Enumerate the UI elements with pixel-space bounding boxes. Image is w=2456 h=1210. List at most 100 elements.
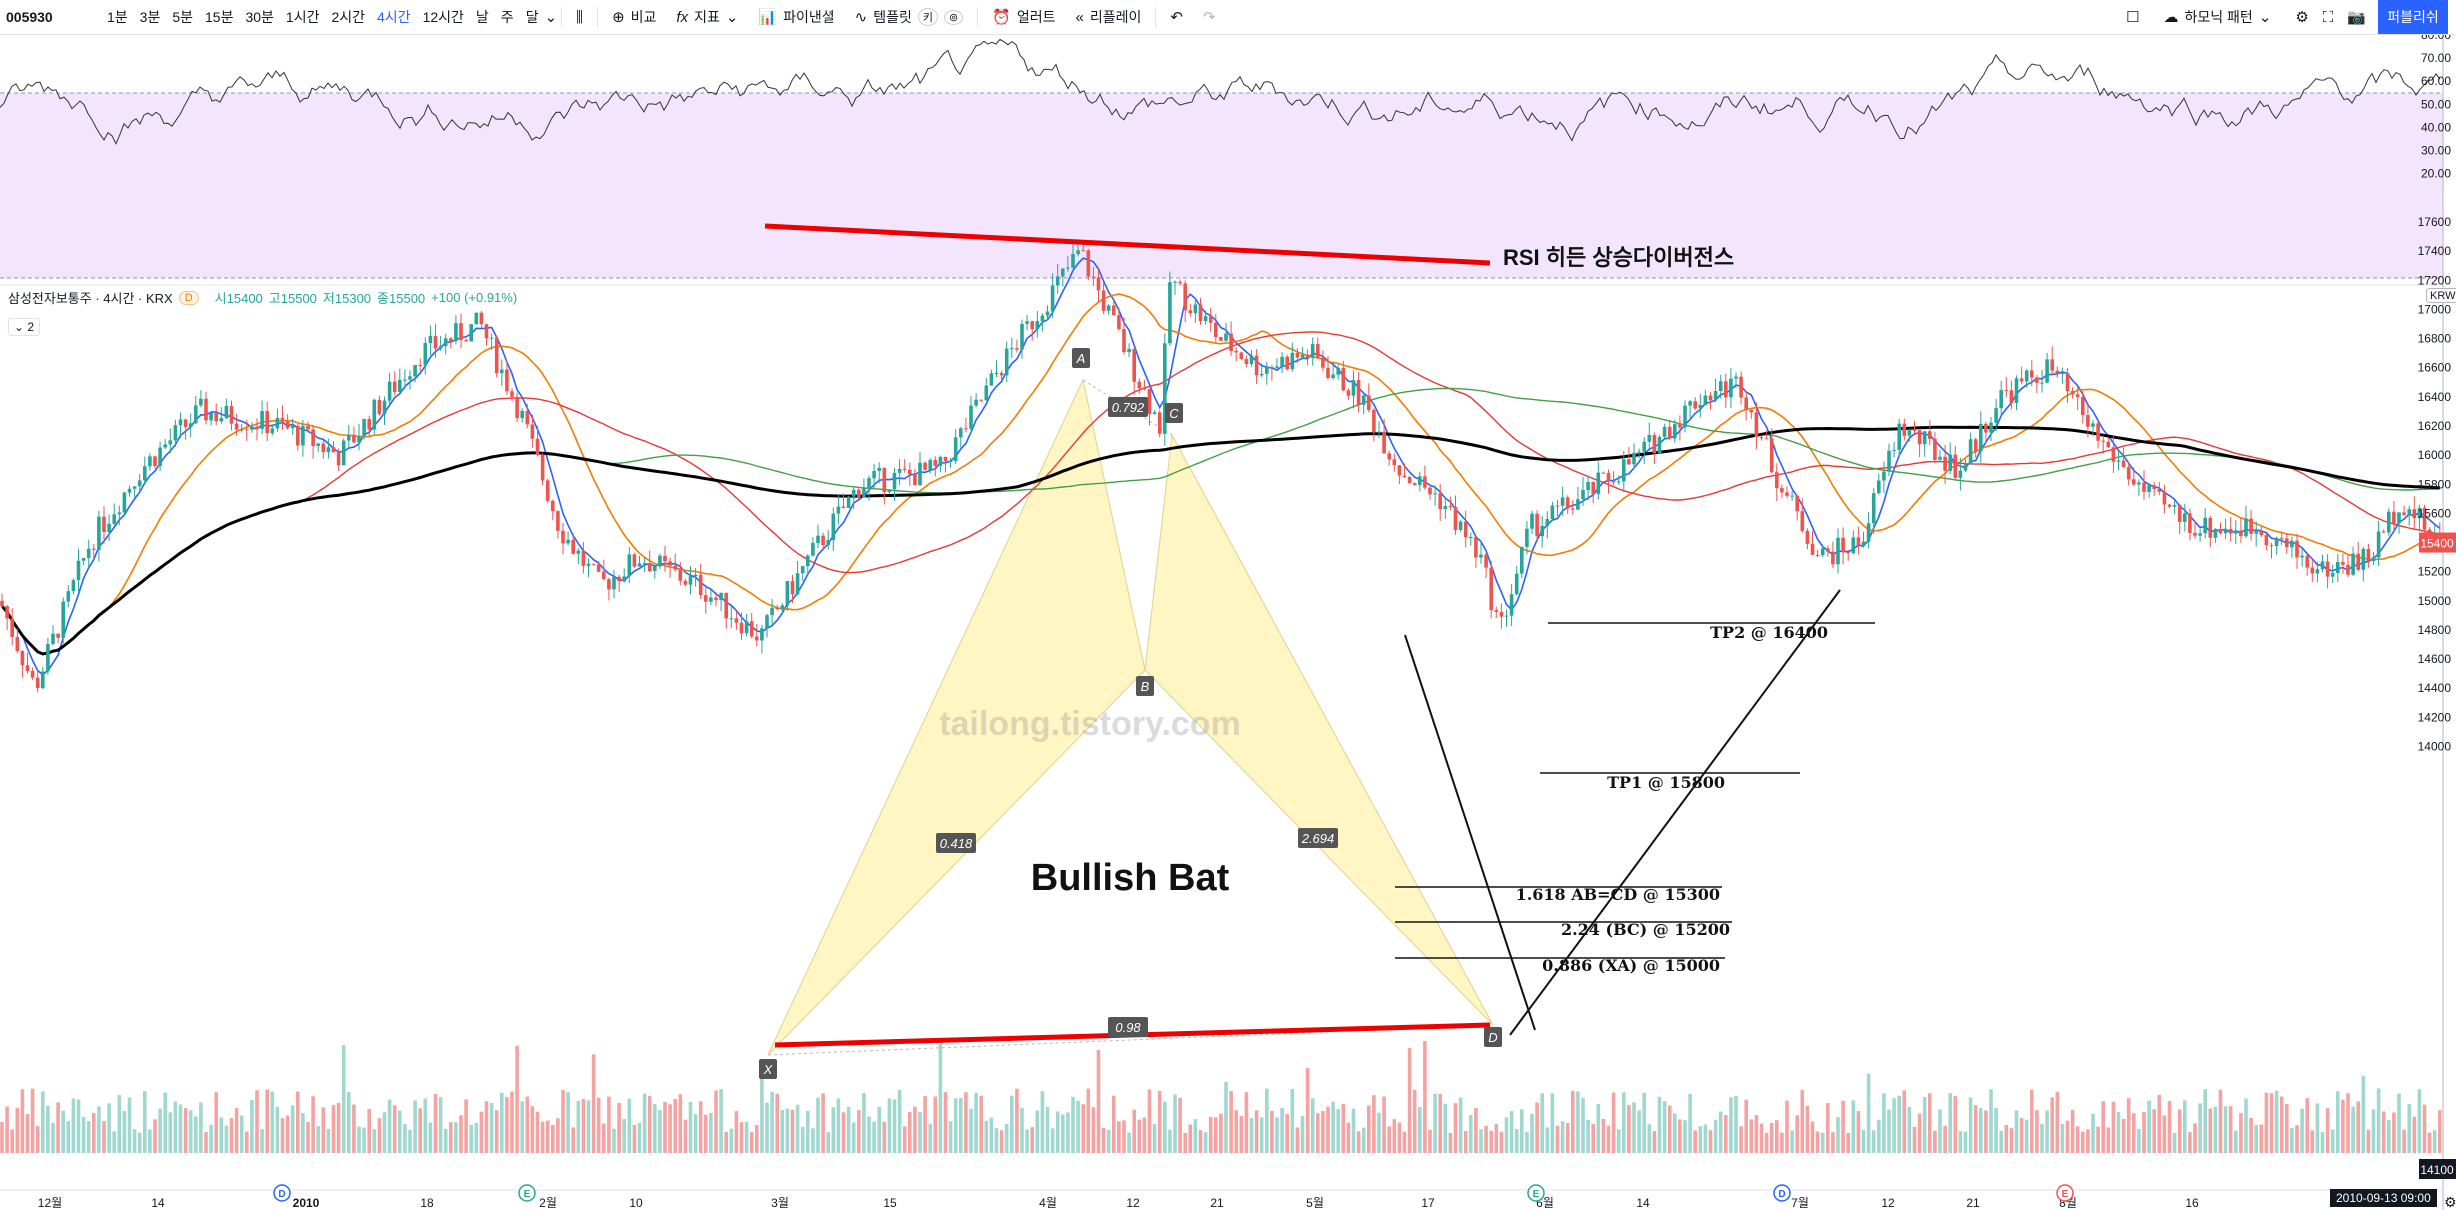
- volume-bar: [1224, 1082, 1228, 1153]
- gear-icon[interactable]: ⚙: [2295, 9, 2309, 26]
- volume-bar: [469, 1124, 473, 1153]
- candle-body: [1525, 528, 1529, 547]
- template-save-icon[interactable]: 키: [917, 8, 938, 26]
- volume-bar: [10, 1129, 14, 1153]
- candle-body: [1030, 321, 1034, 330]
- candle-body: [1662, 426, 1667, 437]
- candle-body: [581, 550, 586, 566]
- undo-button[interactable]: ↶: [1160, 8, 1193, 26]
- candle-body: [698, 574, 703, 596]
- indicators-button[interactable]: fx 지표 ⌄: [666, 7, 748, 27]
- volume-bar: [1254, 1110, 1259, 1153]
- volume-bar: [137, 1132, 142, 1153]
- candle-body: [556, 511, 560, 531]
- interval-0[interactable]: 1분: [107, 9, 128, 25]
- volume-bar: [2024, 1119, 2029, 1153]
- candle-body: [56, 633, 60, 638]
- template-load-icon[interactable]: ⊚: [943, 9, 964, 25]
- chart-type-button[interactable]: ⫼: [566, 9, 593, 26]
- volume-bar: [1938, 1109, 1942, 1153]
- candle-body: [214, 413, 218, 422]
- candle-body: [2213, 529, 2218, 538]
- candle-body: [1917, 430, 1922, 445]
- volume-bar: [423, 1098, 428, 1153]
- interval-1[interactable]: 3분: [139, 9, 161, 25]
- event-marker-label: E: [1533, 1189, 1540, 1200]
- candle-body: [1081, 250, 1085, 252]
- chevron-down-icon[interactable]: ⌄: [544, 9, 558, 26]
- volume-bar: [2264, 1092, 2269, 1153]
- gear-icon[interactable]: ⚙: [2444, 1194, 2456, 1210]
- volume-bar: [2172, 1132, 2177, 1153]
- candle-body: [668, 561, 672, 566]
- candle-body: [1897, 423, 1901, 451]
- interval-10[interactable]: 주: [500, 9, 514, 25]
- candle-body: [775, 607, 779, 610]
- candle-body: [1137, 381, 1142, 389]
- volume-bar: [836, 1098, 841, 1153]
- rsi-axis-label: 50.00: [2421, 97, 2451, 111]
- financials-button[interactable]: 📊 파이낸셜: [748, 7, 844, 27]
- interval-9[interactable]: 날: [475, 9, 489, 25]
- symbol-search[interactable]: 005930: [6, 9, 53, 25]
- volume-bar: [1933, 1130, 1937, 1153]
- publish-button[interactable]: 퍼블리쉬: [2378, 0, 2448, 34]
- candle-body: [2075, 394, 2080, 398]
- interval-8[interactable]: 12시간: [422, 9, 464, 25]
- volume-bar: [1729, 1097, 1733, 1153]
- legend-collapse-button[interactable]: ⌄ 2: [8, 318, 41, 336]
- templates-button[interactable]: ∿ 템플릿 키 ⊚: [845, 7, 974, 27]
- rectangle-icon[interactable]: ☐: [2126, 9, 2140, 26]
- chart-canvas[interactable]: X A B C D 0.792 0.418 2.694 0.98 1.618 AB=CD @ 15…: [0, 35, 2456, 1210]
- candle-body: [530, 424, 535, 439]
- volume-bar: [1489, 1130, 1493, 1153]
- harmonic-pattern-button[interactable]: ☁ 하모닉 패턴 ⌄: [2153, 7, 2281, 27]
- volume-bar: [2234, 1130, 2238, 1153]
- legend-title: 삼성전자보통주 · 4시간 · KRX: [8, 291, 173, 306]
- cloud-icon: ☁: [2163, 9, 2179, 26]
- volume-bar: [984, 1120, 989, 1153]
- candle-body: [709, 597, 713, 602]
- volume-bar: [1055, 1111, 1060, 1153]
- candle-body: [2162, 491, 2167, 505]
- interval-5[interactable]: 1시간: [285, 9, 320, 25]
- volume-bar: [2157, 1094, 2162, 1153]
- volume-bar: [1086, 1088, 1091, 1153]
- candle-body: [1407, 477, 1412, 484]
- replay-button[interactable]: « 리플레이: [1066, 7, 1152, 27]
- candle-body: [1785, 492, 1789, 496]
- candle-body: [403, 379, 407, 381]
- interval-3[interactable]: 15분: [205, 9, 234, 25]
- currency-selector[interactable]: KRW⌄: [2426, 288, 2456, 303]
- time-axis-label: 14: [1636, 1196, 1650, 1210]
- volume-bar: [596, 1097, 601, 1153]
- candle-body: [1820, 548, 1825, 556]
- volume-bar: [964, 1092, 968, 1153]
- redo-button[interactable]: ↷: [1193, 8, 1226, 26]
- interval-4[interactable]: 30분: [245, 9, 274, 25]
- candle-body: [1168, 282, 1172, 344]
- candle-body: [1550, 505, 1555, 520]
- candle-body: [1581, 489, 1585, 500]
- volume-bar: [2254, 1125, 2258, 1153]
- interval-11[interactable]: 달: [525, 9, 539, 25]
- volume-bar: [1030, 1127, 1034, 1153]
- candle-body: [1652, 435, 1657, 454]
- legend-badge[interactable]: D: [178, 290, 199, 305]
- volume-bar: [1749, 1119, 1754, 1153]
- compare-button[interactable]: ⊕ 비교: [602, 7, 666, 27]
- interval-2[interactable]: 5분: [172, 9, 194, 25]
- moving-averages: [0, 257, 2441, 676]
- candle-body: [2091, 423, 2095, 427]
- event-marker: [273, 1184, 291, 1202]
- interval-7[interactable]: 4시간: [377, 9, 411, 25]
- price-axis-label: 15800: [2418, 477, 2452, 491]
- camera-icon[interactable]: 📷: [2347, 9, 2366, 26]
- volume-bar: [1948, 1093, 1952, 1153]
- candle-body: [1729, 378, 1733, 398]
- alert-button[interactable]: ⏰ 얼러트: [982, 7, 1065, 27]
- volume-bar: [306, 1122, 310, 1153]
- fullscreen-icon[interactable]: ⛶: [2322, 8, 2334, 26]
- interval-6[interactable]: 2시간: [331, 9, 366, 25]
- candle-body: [2402, 512, 2406, 515]
